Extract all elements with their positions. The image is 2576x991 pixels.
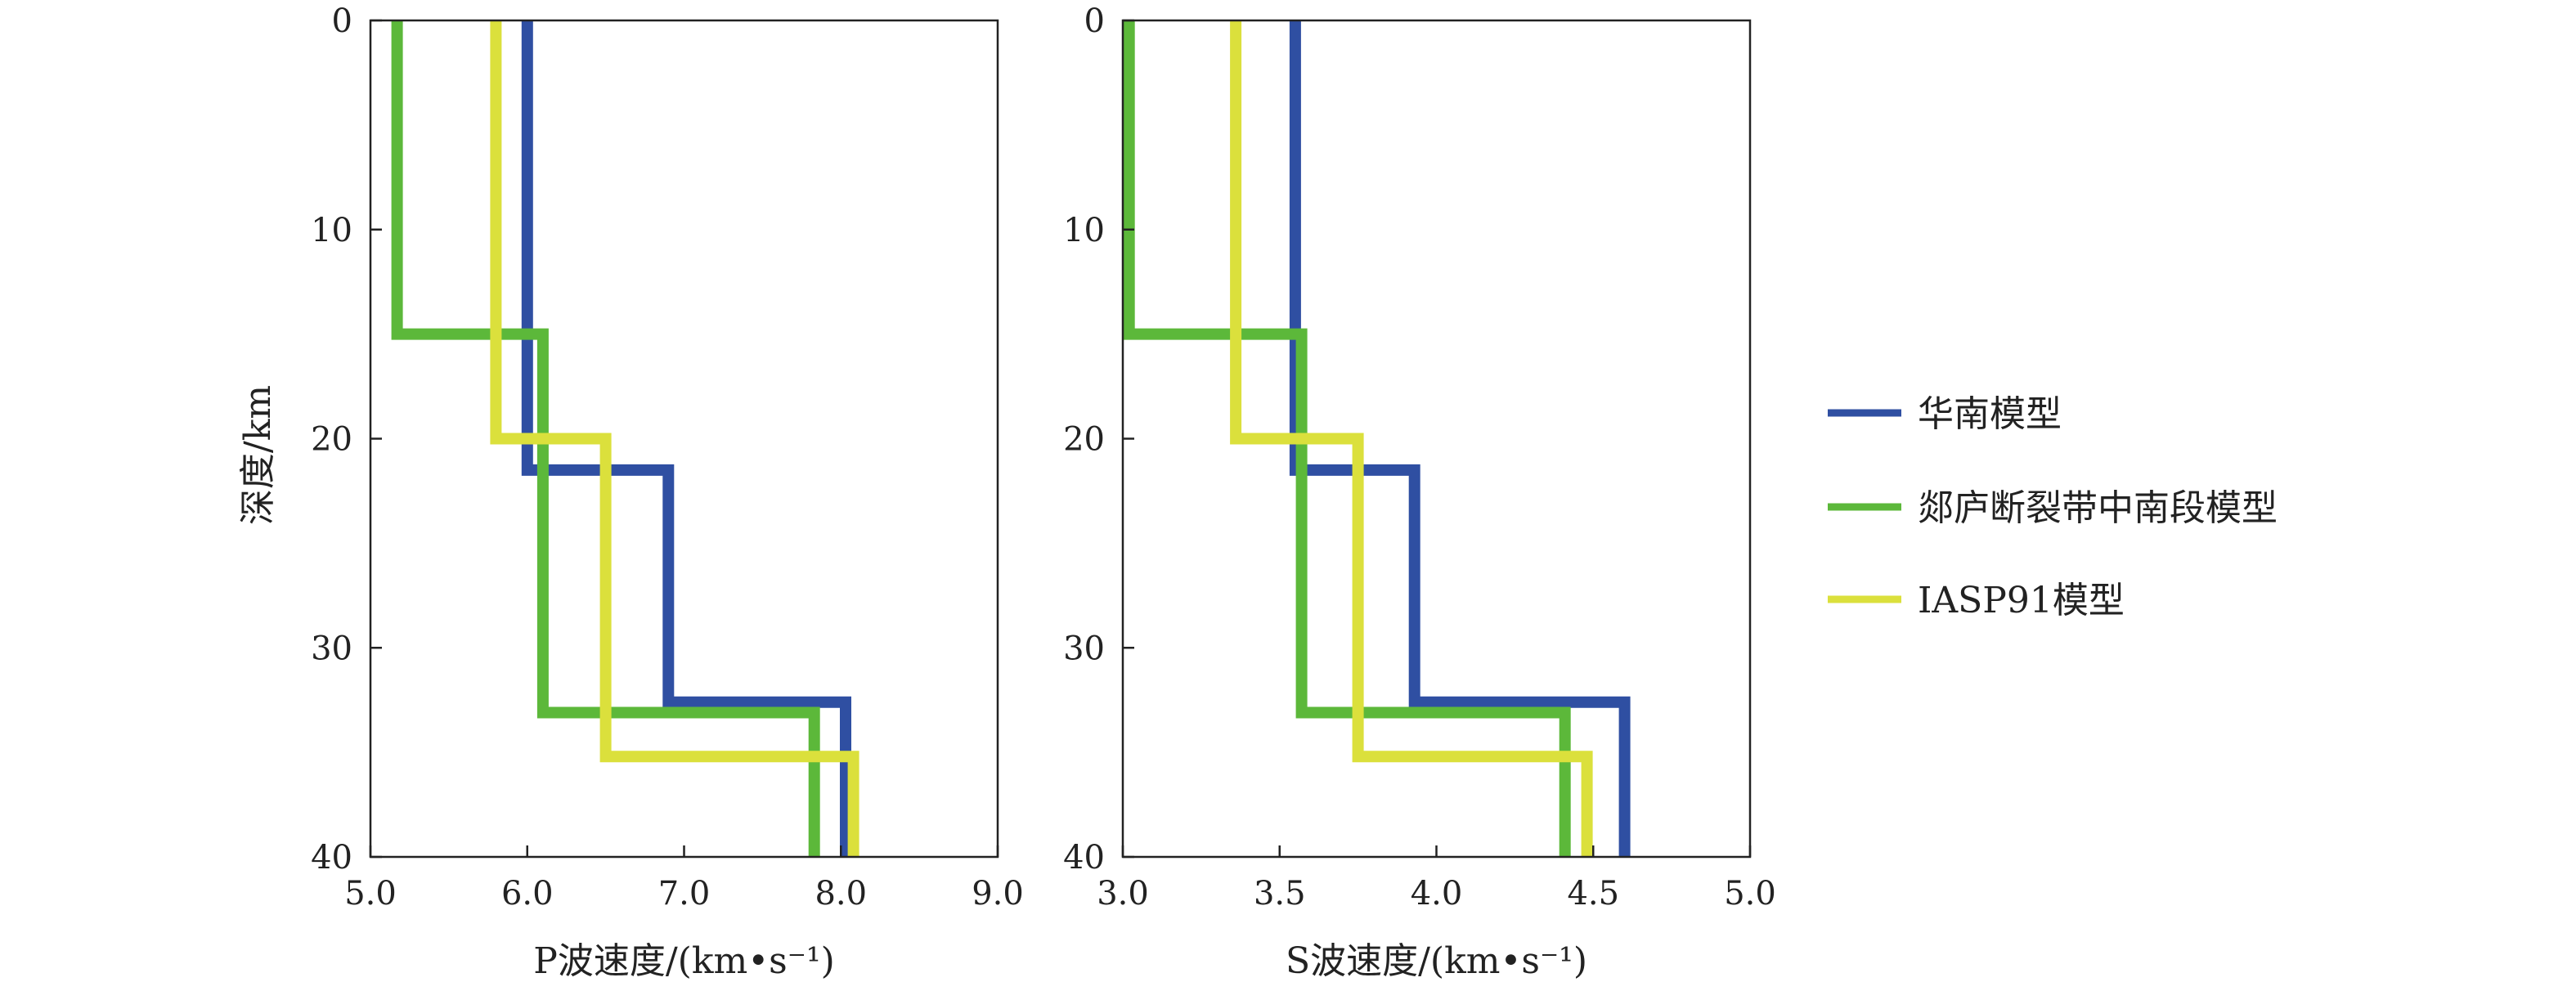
series-line-2 (490, 20, 859, 857)
series-line-0 (521, 20, 851, 857)
y-tick-label: 20 (311, 421, 352, 459)
p-wave-panel: 5.0 6.0 7.0 8.0 9.0 0 10 20 30 40 P波速度/(km•s⁻¹) 深度/… (237, 2, 1024, 982)
plot-frame (369, 19, 999, 859)
y-axis-title: 深度/km (237, 385, 279, 525)
legend-label: IASP91模型 (1918, 580, 2125, 621)
x-tick-label: 4.0 (1411, 875, 1463, 913)
legend-label: 郯庐断裂带中南段模型 (1918, 487, 2278, 529)
series-line-2 (1230, 20, 1593, 857)
x-tick-label: 4.5 (1567, 875, 1619, 913)
y-tick-label: 30 (311, 630, 352, 667)
y-tick-label: 10 (311, 212, 352, 249)
y-tick-label: 10 (1063, 212, 1105, 249)
series-line-1 (1123, 20, 1571, 857)
x-tick-label: 3.5 (1254, 875, 1306, 913)
x-axis-title: S波速度/(km•s⁻¹) (1286, 940, 1587, 982)
y-tick-label: 30 (1063, 630, 1105, 667)
x-tick-label: 5.0 (344, 875, 397, 913)
x-tick-label: 8.0 (815, 875, 867, 913)
x-tick-label: 7.0 (658, 875, 711, 913)
legend-label: 华南模型 (1918, 393, 2062, 435)
series-line-1 (391, 20, 820, 857)
s-wave-panel: 3.0 3.5 4.0 4.5 5.0 0 10 20 30 40 S波速度/(km•s⁻¹) (1063, 2, 1776, 982)
x-tick-label: 9.0 (972, 875, 1024, 913)
x-axis-title: P波速度/(km•s⁻¹) (533, 940, 835, 982)
series-line-0 (1289, 20, 1631, 857)
x-tick-label: 3.0 (1097, 875, 1149, 913)
y-tick-label: 0 (1084, 2, 1105, 40)
y-tick-label: 40 (311, 839, 352, 877)
x-tick-label: 6.0 (501, 875, 554, 913)
y-tick-label: 0 (332, 2, 352, 40)
plot-frame (1121, 19, 1752, 859)
y-tick-label: 40 (1063, 839, 1105, 877)
y-tick-label: 20 (1063, 421, 1105, 459)
x-tick-label: 5.0 (1724, 875, 1776, 913)
